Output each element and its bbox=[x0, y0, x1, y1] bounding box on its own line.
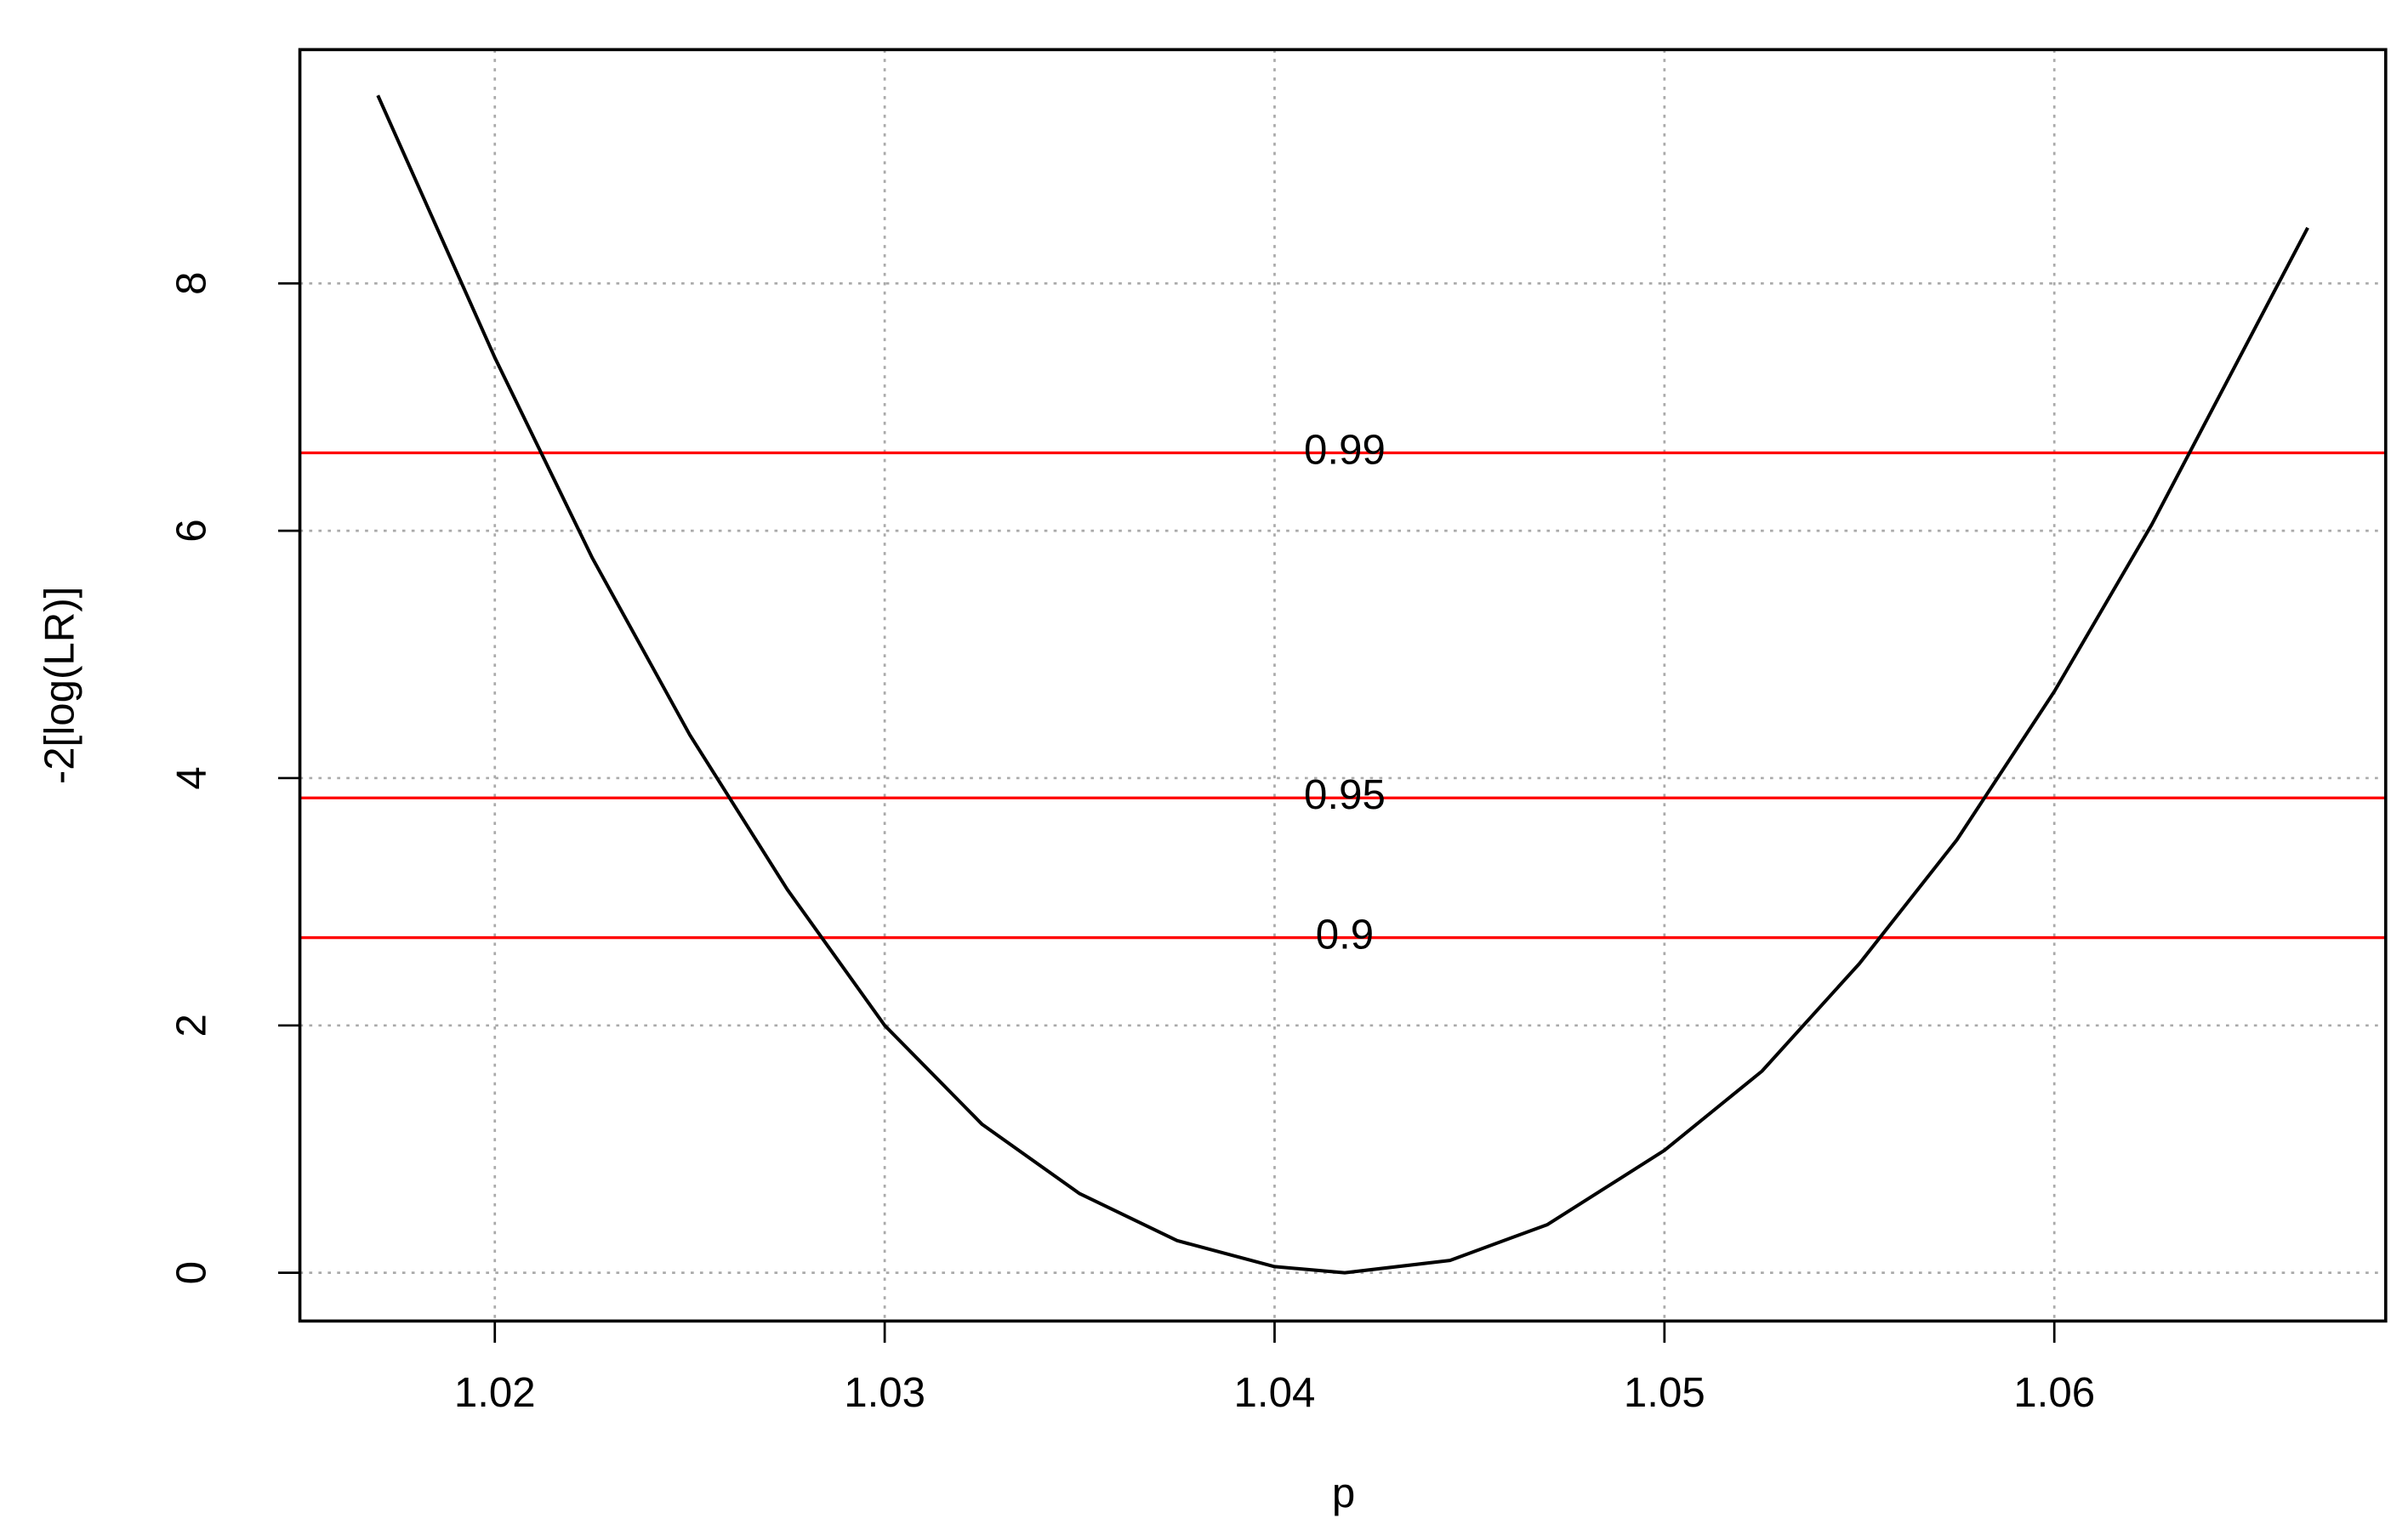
reference-label: 0.9 bbox=[1316, 912, 1374, 958]
x-tick-label: 1.05 bbox=[1624, 1369, 1705, 1416]
y-tick-label: 6 bbox=[168, 519, 215, 542]
y-tick-label: 4 bbox=[168, 766, 215, 789]
x-tick-label: 1.06 bbox=[2013, 1369, 2095, 1416]
x-tick-label: 1.03 bbox=[844, 1369, 925, 1416]
y-tick-label: 0 bbox=[168, 1261, 215, 1284]
x-axis-title: p bbox=[1332, 1470, 1355, 1516]
reference-label: 0.95 bbox=[1304, 771, 1386, 818]
y-tick-label: 2 bbox=[168, 1014, 215, 1037]
plot-frame bbox=[298, 48, 2388, 1323]
y-tick-label: 8 bbox=[168, 272, 215, 295]
y-axis-title: -2[log(LR)] bbox=[37, 587, 83, 784]
x-tick-label: 1.04 bbox=[1234, 1369, 1316, 1416]
x-tick-label: 1.02 bbox=[454, 1369, 536, 1416]
reference-label: 0.99 bbox=[1304, 426, 1386, 473]
data-line bbox=[376, 94, 2309, 1275]
